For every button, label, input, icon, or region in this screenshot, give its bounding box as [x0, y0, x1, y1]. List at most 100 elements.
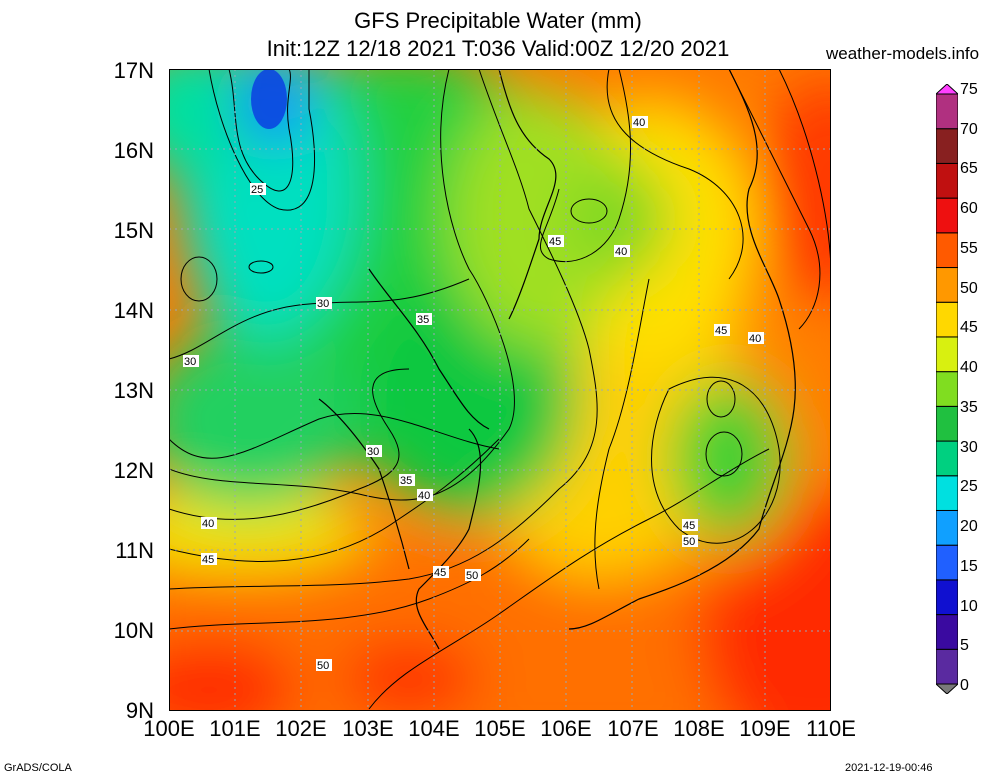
contour-lines	[169, 69, 831, 710]
colorbar-label: 45	[960, 319, 978, 337]
colorbar-label: 15	[960, 557, 978, 575]
colorbar-label: 70	[960, 120, 978, 138]
contour-label: 45	[434, 567, 446, 579]
contour-label: 40	[633, 117, 645, 129]
contour-label: 40	[418, 490, 430, 502]
lon-label-109e: 109E	[739, 716, 791, 741]
colorbar-swatch	[936, 162, 958, 199]
colorbar-label: 20	[960, 518, 978, 536]
moisture-field	[169, 69, 831, 711]
contour-label: 30	[184, 356, 196, 368]
lat-label-17n: 17N	[113, 58, 154, 83]
contour-label-bg	[316, 297, 332, 309]
colorbar-label: 10	[960, 597, 978, 615]
contour-label-bg	[416, 313, 432, 325]
colorbar-min-arrow	[936, 683, 958, 694]
lat-label-13n: 13N	[113, 378, 154, 403]
chart-subtitle: Init:12Z 12/18 2021 T:036 Valid:00Z 12/2…	[266, 36, 730, 61]
lat-label-14n: 14N	[113, 298, 154, 323]
lon-label-101e: 101E	[209, 716, 261, 741]
colorbar-swatch	[936, 128, 958, 164]
contour-labels: 2530303035303540404545505045404045404550	[183, 116, 764, 672]
colorbar-label: 5	[960, 637, 969, 655]
contour-label: 40	[749, 333, 761, 345]
contour-label-bg	[714, 324, 730, 336]
colorbar-swatch	[936, 405, 958, 442]
contour-label-bg	[433, 566, 449, 578]
contour-label-bg	[250, 183, 266, 195]
contour-label-bg	[614, 245, 630, 257]
colorbar-label: 40	[960, 359, 978, 377]
colorbar-label: 25	[960, 478, 978, 496]
lon-label-102e: 102E	[275, 716, 327, 741]
colorbar-label: 55	[960, 239, 978, 257]
contour-label: 25	[251, 184, 263, 196]
contour-label-bg	[465, 569, 481, 581]
colorbar-label: 65	[960, 160, 978, 178]
contour-label: 50	[683, 536, 695, 548]
contour-label: 45	[549, 236, 561, 248]
colorbar-label: 75	[960, 81, 978, 98]
colorbar-swatch	[936, 371, 958, 407]
low-water-core	[251, 69, 287, 129]
contour-label-bg	[548, 235, 564, 247]
precipitable-water-map: 2530303035303540404545505045404045404550	[169, 69, 831, 711]
contour-label: 30	[317, 298, 329, 310]
contour-label-bg	[632, 116, 648, 128]
lat-label-11n: 11N	[115, 538, 154, 563]
site-label: weather-models.info	[826, 44, 980, 63]
contour-label: 45	[202, 554, 214, 566]
contour-label-bg	[366, 445, 382, 457]
chart-title: GFS Precipitable Water (mm)	[354, 8, 642, 33]
contour-label-bg	[201, 517, 217, 529]
lat-label-9n: 9N	[125, 698, 154, 723]
contour-label-bg	[201, 553, 217, 565]
colorbar-swatch	[936, 93, 958, 130]
lat-label-12n: 12N	[113, 458, 154, 483]
contour-label: 45	[715, 325, 727, 337]
colorbar-swatch	[936, 336, 958, 373]
colorbar-label: 0	[960, 677, 969, 694]
colorbar-label: 50	[960, 279, 978, 297]
contour-label: 35	[417, 314, 429, 326]
lon-label-105e: 105E	[474, 716, 526, 741]
colorbar-swatch	[936, 648, 958, 685]
lon-label-104e: 104E	[408, 716, 460, 741]
contour-label: 30	[367, 446, 379, 458]
grid-lines	[169, 69, 831, 711]
lat-label-15n: 15N	[113, 218, 154, 243]
contour-label-bg	[399, 474, 415, 486]
contour-label: 50	[317, 660, 329, 672]
contour-label: 35	[400, 475, 412, 487]
colorbar-label: 30	[960, 438, 978, 456]
lat-label-16n: 16N	[113, 138, 154, 163]
colorbar-swatch	[936, 301, 958, 338]
map-canvas: 2530303035303540404545505045404045404550	[169, 69, 831, 711]
lon-label-106e: 106E	[540, 716, 592, 741]
colorbar-max-arrow	[936, 84, 958, 95]
colorbar-swatch	[936, 232, 958, 269]
colorbar-swatch	[936, 197, 958, 234]
colorbar-swatch	[936, 614, 958, 650]
colorbar-swatch	[936, 440, 958, 477]
lon-label-107e: 107E	[607, 716, 659, 741]
lon-label-100e: 100E	[143, 716, 195, 741]
colorbar-label: 35	[960, 398, 978, 416]
contour-label-bg	[417, 489, 433, 501]
colorbar-swatch	[936, 267, 958, 303]
colorbar-swatch	[936, 475, 958, 511]
colorbar-swatch	[936, 579, 958, 616]
contour-label-bg	[682, 535, 698, 547]
contour-label: 40	[615, 246, 627, 258]
generation-timestamp: 2021-12-19-00:46	[845, 762, 933, 774]
software-credit: GrADS/COLA	[4, 762, 72, 774]
contour-label: 45	[683, 520, 695, 532]
contour-label-bg	[183, 355, 199, 367]
contour-label-bg	[316, 659, 332, 671]
lon-label-110e: 110E	[806, 716, 856, 741]
contour-label-bg	[748, 332, 764, 344]
coastlines	[318, 69, 796, 650]
contour-label: 40	[202, 518, 214, 530]
lon-label-108e: 108E	[673, 716, 725, 741]
colorbar-label: 60	[960, 200, 978, 218]
